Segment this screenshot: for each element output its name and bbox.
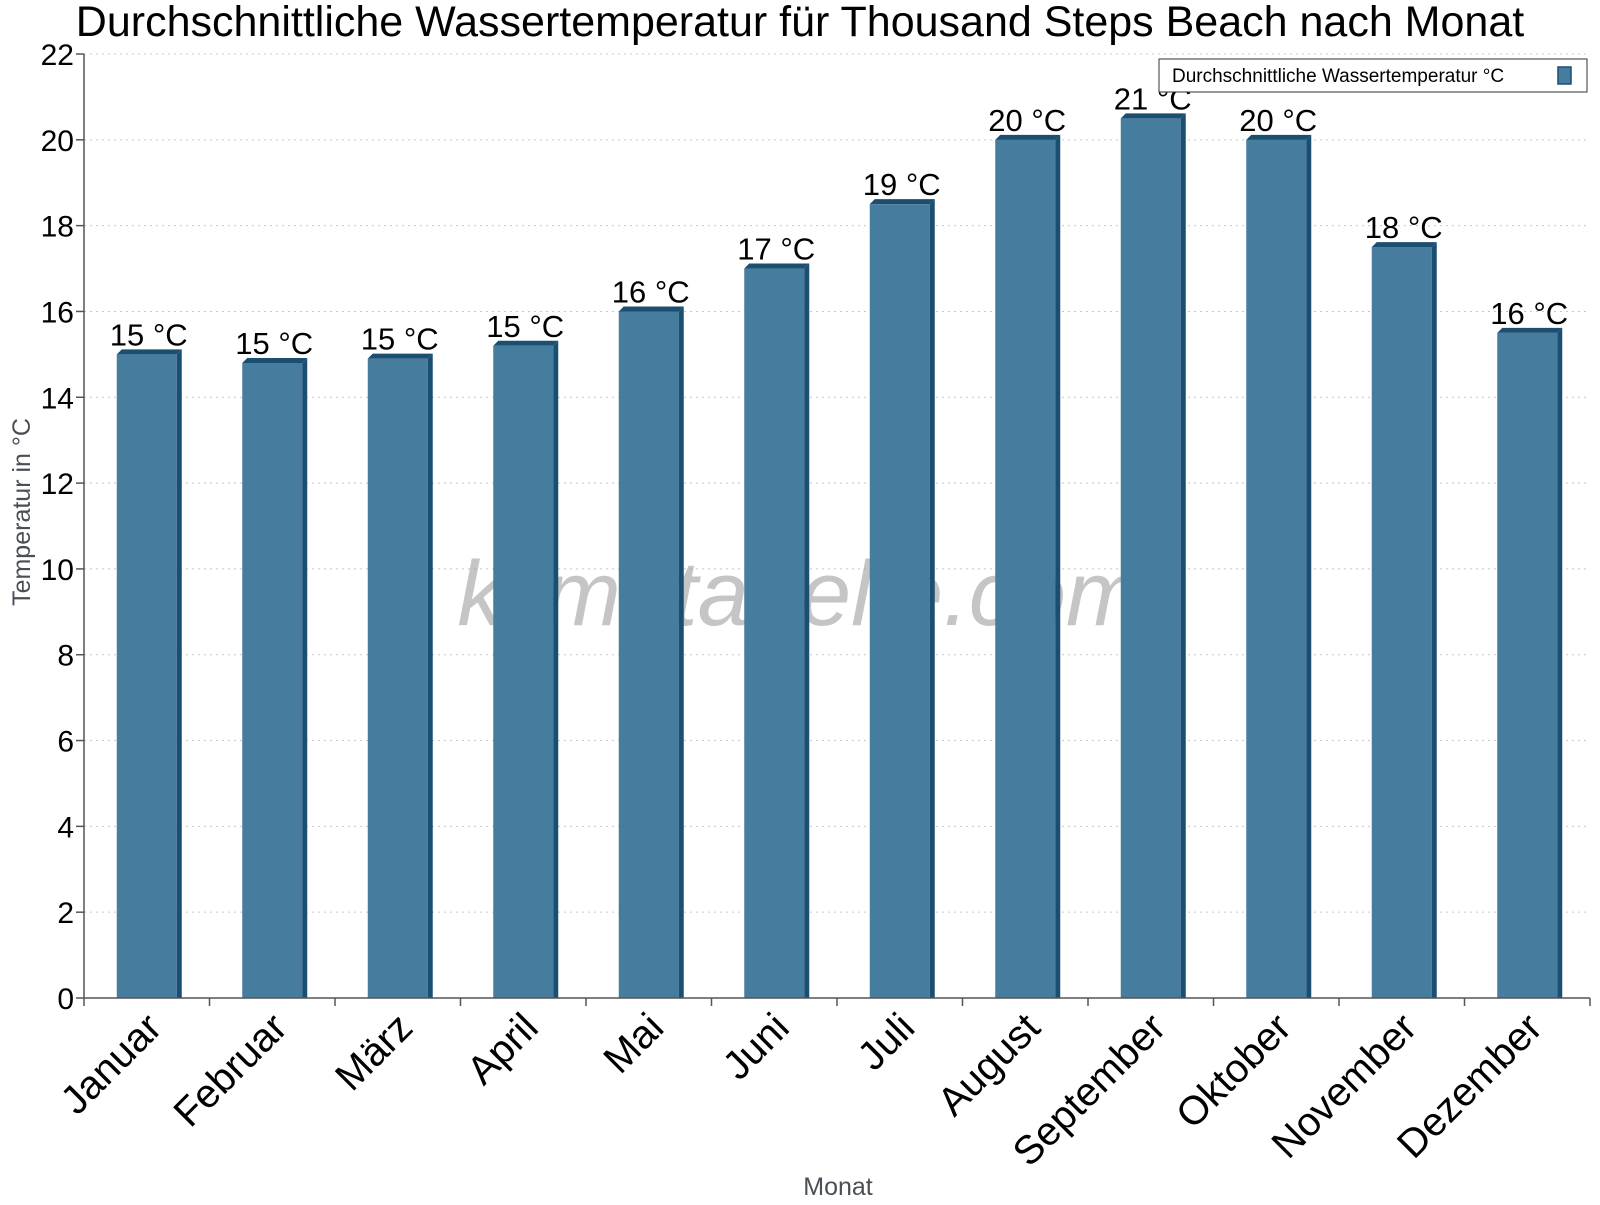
bar bbox=[1497, 332, 1558, 999]
y-tick-label: 6 bbox=[57, 726, 74, 759]
bar-side-face bbox=[176, 349, 182, 998]
bar bbox=[116, 354, 177, 998]
bar-top-face bbox=[869, 199, 935, 205]
bar-top-face bbox=[1371, 242, 1437, 248]
bar-value-label: 19 °C bbox=[863, 167, 941, 202]
bar-value-label: 17 °C bbox=[737, 232, 815, 267]
bar-top-face bbox=[744, 263, 810, 269]
bar-top-face bbox=[116, 349, 182, 355]
y-axis-title: Temperatur in °C bbox=[8, 418, 36, 606]
y-tick-label: 22 bbox=[41, 39, 74, 72]
bar bbox=[618, 311, 679, 998]
bar-top-face bbox=[1497, 327, 1563, 333]
bar-value-label: 18 °C bbox=[1365, 210, 1443, 245]
bar-side-face bbox=[553, 340, 559, 998]
y-tick-label: 16 bbox=[41, 296, 74, 329]
bar-side-face bbox=[1431, 242, 1437, 998]
x-axis-title: Monat bbox=[803, 1173, 873, 1200]
bar bbox=[995, 139, 1056, 998]
x-tick-label: April bbox=[459, 1005, 547, 1093]
legend: Durchschnittliche Wassertemperatur °C bbox=[1158, 58, 1588, 93]
bar-top-face bbox=[367, 353, 433, 359]
bar-layer bbox=[116, 113, 1563, 999]
bar-value-label: 20 °C bbox=[988, 103, 1066, 138]
bar-top-face bbox=[493, 340, 559, 346]
y-tick-label: 8 bbox=[57, 640, 74, 673]
chart-title: Durchschnittliche Wassertemperatur für T… bbox=[76, 0, 1524, 46]
bar-value-label: 15 °C bbox=[110, 317, 188, 352]
x-tick-label: Februar bbox=[165, 1005, 295, 1135]
bar-value-label: 20 °C bbox=[1239, 103, 1317, 138]
bar-side-face bbox=[1055, 134, 1061, 998]
bar-side-face bbox=[1180, 113, 1186, 998]
bar-top-face bbox=[242, 357, 308, 363]
y-tick-label: 20 bbox=[41, 125, 74, 158]
bar bbox=[1120, 118, 1181, 998]
x-tick-label: Januar bbox=[53, 1005, 171, 1123]
y-tick-label: 12 bbox=[41, 468, 74, 501]
bar bbox=[869, 204, 930, 998]
x-tick-label: März bbox=[327, 1005, 421, 1099]
bar bbox=[367, 358, 428, 998]
y-tick-label: 0 bbox=[57, 983, 74, 1016]
bar bbox=[1246, 139, 1307, 998]
bar-top-face bbox=[618, 306, 684, 312]
bar-value-label: 15 °C bbox=[235, 326, 313, 361]
bar-side-face bbox=[678, 306, 684, 998]
y-tick-label: 18 bbox=[41, 211, 74, 244]
bar bbox=[493, 345, 554, 998]
grid-layer bbox=[84, 53, 1590, 913]
bar-value-label: 15 °C bbox=[486, 309, 564, 344]
bar bbox=[744, 268, 805, 999]
x-tick-label: Juli bbox=[850, 1005, 924, 1079]
bar bbox=[1371, 247, 1432, 998]
bar-side-face bbox=[1306, 134, 1312, 998]
y-tick-label: 4 bbox=[57, 811, 74, 844]
legend-swatch bbox=[1557, 66, 1572, 85]
bar bbox=[242, 362, 303, 999]
axis-layer: 0 2 4 6 8 10 12 14 16 18 20 22 bbox=[41, 39, 1591, 1016]
legend-label: Durchschnittliche Wassertemperatur °C bbox=[1172, 66, 1504, 87]
x-tick-label: August bbox=[929, 1005, 1048, 1124]
bar-value-label: 15 °C bbox=[361, 322, 439, 357]
bar-top-face bbox=[995, 134, 1061, 140]
legend-box bbox=[1158, 58, 1588, 93]
bar-value-label: 16 °C bbox=[612, 274, 690, 309]
x-tick-label: Juni bbox=[715, 1005, 798, 1088]
y-tick-label: 10 bbox=[41, 554, 74, 587]
bar-side-face bbox=[427, 353, 433, 998]
bar-value-label: 16 °C bbox=[1490, 296, 1568, 331]
bar-top-face bbox=[1120, 113, 1186, 119]
bar-side-face bbox=[302, 357, 308, 999]
bar-side-face bbox=[1557, 327, 1563, 999]
y-tick-label: 2 bbox=[57, 897, 74, 930]
x-tick-label: Mai bbox=[595, 1005, 672, 1082]
bar-side-face bbox=[804, 263, 810, 999]
x-tick-label: Oktober bbox=[1168, 1005, 1300, 1137]
y-tick-label: 14 bbox=[41, 382, 74, 415]
bar-top-face bbox=[1246, 134, 1312, 140]
bar-side-face bbox=[929, 199, 935, 998]
